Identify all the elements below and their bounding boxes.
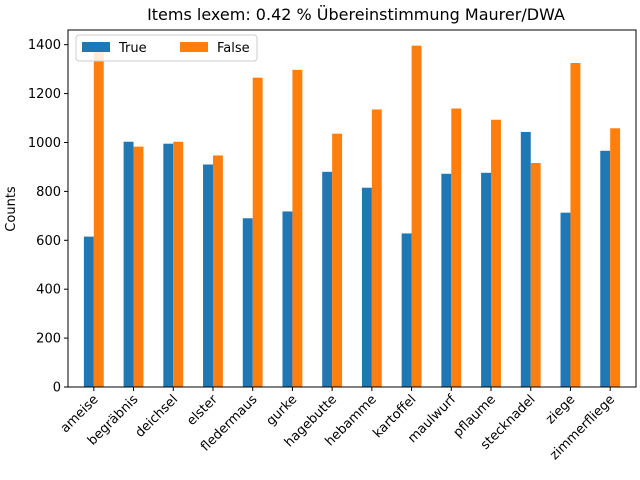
- y-tick-label: 600: [36, 234, 61, 249]
- x-tick-label: gurke: [264, 392, 301, 429]
- bar-false-stecknadel: [530, 163, 541, 387]
- bar-false-deichsel: [173, 141, 184, 387]
- bar-false-zimmerfliege: [610, 128, 621, 388]
- y-tick-label: 1000: [28, 136, 61, 151]
- bar-false-ameise: [93, 52, 104, 388]
- bar-false-gurke: [292, 69, 303, 388]
- bar-true-deichsel: [163, 143, 174, 387]
- bar-true-stecknadel: [520, 131, 531, 387]
- y-axis: 0 200 400 600 800 1000 1200 1400: [28, 38, 68, 396]
- bar-true-elster: [203, 164, 213, 387]
- legend-swatch-false: [180, 42, 208, 52]
- bar-false-hagebutte: [332, 133, 343, 387]
- x-tick-label: elster: [184, 392, 221, 429]
- x-tick-label: deichsel: [133, 392, 182, 441]
- bar-true-hagebutte: [322, 171, 333, 387]
- bar-false-begräbnis: [133, 146, 144, 387]
- bar-true-pflaume: [481, 172, 492, 387]
- plot-frame: [67, 29, 637, 388]
- y-axis-label: Counts: [4, 186, 19, 232]
- bar-false-hebamme: [371, 109, 382, 387]
- bar-false-maulwurf: [451, 108, 462, 388]
- legend-label-true: True: [118, 41, 147, 56]
- bar-true-begräbnis: [123, 141, 134, 387]
- bar-false-kartoffel: [411, 45, 422, 387]
- plot-area: [67, 29, 637, 388]
- y-tick-label: 1200: [28, 87, 61, 102]
- bar-true-ameise: [83, 236, 94, 387]
- bar-false-fledermaus: [252, 77, 263, 387]
- bar-false-pflaume: [491, 119, 501, 387]
- legend-label-false: False: [217, 41, 250, 56]
- bar-true-fledermaus: [242, 218, 253, 387]
- x-tick-label: ziege: [543, 392, 578, 427]
- y-tick-label: 200: [36, 332, 61, 347]
- y-tick-label: 800: [36, 185, 61, 200]
- legend: True False: [75, 34, 258, 62]
- bar-false-elster: [212, 155, 223, 387]
- bar-false-ziege: [570, 63, 581, 387]
- legend-box: [75, 34, 258, 62]
- bar-true-ziege: [560, 212, 571, 387]
- y-tick-label: 0: [53, 381, 61, 396]
- bar-true-zimmerfliege: [600, 150, 611, 387]
- y-tick-label: 400: [36, 283, 61, 298]
- bar-true-kartoffel: [401, 233, 412, 387]
- bar-true-gurke: [282, 211, 293, 387]
- chart-title: Items lexem: 0.42 % Übereinstimmung Maur…: [147, 5, 565, 24]
- bar-true-hebamme: [361, 187, 372, 387]
- y-tick-label: 1400: [28, 38, 61, 53]
- legend-swatch-true: [82, 42, 110, 52]
- bar-true-maulwurf: [441, 173, 452, 387]
